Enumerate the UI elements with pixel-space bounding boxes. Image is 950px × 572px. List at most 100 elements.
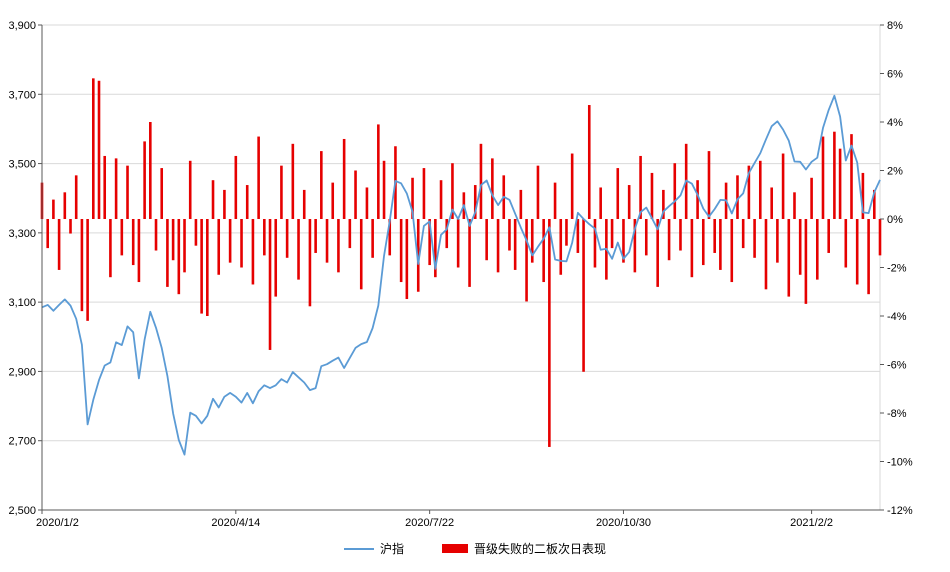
bar [52,199,55,219]
line-series-swatch [343,547,374,550]
bar [297,219,300,280]
bar [451,163,454,219]
bar [354,170,357,219]
y-axis-label-right: 6% [887,69,903,81]
bar [325,219,329,263]
bar [627,185,631,219]
bar [126,165,129,219]
bar [86,219,89,321]
bar [416,219,420,292]
bar [679,219,682,251]
bar [662,189,665,219]
y-axis-label-left: 3,300 [8,228,36,240]
bar [388,219,392,256]
x-axis-label: 2020/1/2 [36,517,79,529]
chart-legend: 沪指 晋级失败的二板次日表现 [0,540,950,557]
bar [69,219,72,234]
bar [456,219,460,268]
bar [593,219,597,268]
bar [183,219,186,273]
bar [114,158,118,219]
bar [548,219,551,447]
y-axis-label-left: 3,700 [8,89,36,101]
bar [160,168,164,219]
bar [200,219,203,314]
bar [331,182,335,219]
bar [257,136,260,219]
bar [371,219,374,258]
bar [234,155,238,219]
bar [92,78,95,219]
bar [753,219,756,258]
bar [758,160,762,219]
bar [810,177,813,219]
bar [770,187,773,219]
y-axis-label-right: 0% [887,214,903,226]
bar [314,219,317,253]
bar [610,219,614,249]
bar [867,219,870,295]
bar [143,141,146,219]
bar [109,219,112,278]
bar [217,219,221,275]
index-line [41,94,881,456]
bar [445,219,449,249]
bar [434,219,437,278]
bar [211,180,215,219]
bar [439,180,443,219]
bar [166,219,169,287]
x-axis-label: 2021/2/2 [790,517,833,529]
bar [194,219,198,246]
bar [565,219,568,246]
bar [713,219,716,253]
bar [485,219,488,261]
bar [46,219,50,249]
bar [736,175,739,219]
bar [787,219,791,297]
bar [131,219,135,266]
bar [838,148,842,219]
y-axis-label-right: -12% [887,505,913,517]
y-axis-label-right: -2% [887,263,907,275]
y-axis-label-left: 2,900 [8,366,36,378]
bar [553,182,557,219]
bar [422,168,426,219]
y-axis-label-left: 2,500 [8,505,36,517]
y-axis-label-right: 2% [887,166,903,178]
legend-bar-label: 晋级失败的二板次日表现 [474,542,607,556]
bar [815,219,819,280]
bar [177,219,181,295]
bar [63,192,67,219]
bar [491,158,494,219]
y-axis-label-left: 3,100 [8,297,36,309]
y-axis-label-left: 3,900 [8,20,36,32]
bar [223,189,226,219]
y-axis-label-right: -6% [887,360,907,372]
y-axis-label-left: 2,700 [8,436,36,448]
bar [285,219,289,258]
x-axis-label: 2020/4/14 [211,517,260,529]
bar [616,168,620,219]
bar [633,219,637,273]
bar [855,219,859,285]
bar [542,219,545,283]
bar [342,138,346,219]
bar [576,219,580,253]
bar [137,219,141,283]
bar [382,160,386,219]
bar [821,136,825,219]
bar [302,189,306,219]
bar [872,189,876,219]
bar [80,219,84,312]
bar [348,219,352,249]
bar [764,219,768,290]
bar [405,219,409,300]
bar [696,180,699,219]
bar [171,219,175,261]
bar [206,219,209,316]
bar [496,219,500,273]
bar [149,122,152,219]
bar [690,219,694,278]
bar [308,219,312,307]
